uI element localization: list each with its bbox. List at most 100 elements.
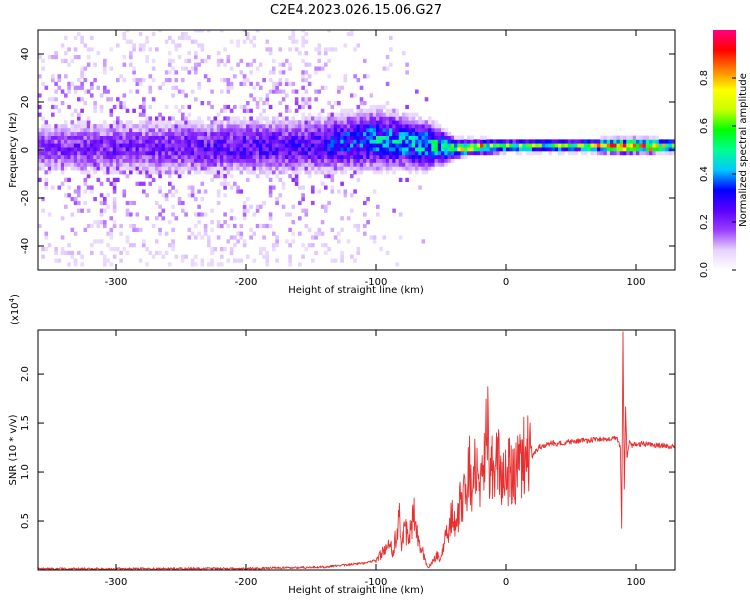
spectrogram-cell — [184, 35, 188, 40]
spectrogram-cell — [382, 135, 387, 140]
spectrogram-cell — [99, 250, 104, 255]
spectrogram-cell — [197, 143, 201, 148]
spectrogram-cell — [184, 254, 188, 259]
spectrogram-cell — [314, 127, 318, 133]
spectrogram-cell — [389, 116, 393, 121]
spectrogram-cell — [314, 120, 318, 125]
spectrogram-cell — [252, 120, 257, 125]
spectrogram-cell — [242, 154, 247, 159]
spectrogram-cell — [164, 131, 169, 136]
spectrogram-cell — [519, 143, 523, 148]
spectrogram-cell — [473, 151, 478, 156]
spectrogram-cell — [138, 127, 143, 133]
spectrogram-cell — [346, 143, 351, 148]
spectrogram-cell — [645, 139, 650, 144]
spectrogram-cell — [103, 258, 107, 263]
spectrogram-cell — [408, 116, 413, 121]
spectrogram-cell — [411, 124, 416, 129]
spectrogram-cell — [376, 143, 380, 148]
spectrogram-cell — [210, 208, 214, 213]
spectrogram-cell — [363, 147, 367, 152]
spectrogram-cell — [330, 135, 335, 140]
spectrogram-cell — [41, 154, 45, 159]
spectrogram-cell — [275, 127, 279, 133]
spectrogram-cell — [220, 89, 224, 94]
spectrogram-cell — [246, 170, 250, 175]
spectrogram-cell — [259, 147, 263, 152]
spectrogram-cell — [418, 143, 422, 148]
spectrogram-cell — [197, 135, 201, 140]
spectrogram-cell — [610, 147, 614, 152]
spectrogram-cell — [203, 158, 208, 163]
spectrogram-cell — [525, 143, 530, 148]
spectrogram-cell — [181, 131, 185, 136]
spectrogram-cell — [489, 147, 494, 152]
spectrogram-cell — [363, 231, 367, 236]
spectrogram-cell — [145, 135, 149, 140]
spectrogram-cell — [496, 143, 500, 148]
spectrogram-cell — [174, 162, 179, 167]
spectrogram-cell — [44, 127, 49, 133]
spectrogram-cell — [168, 262, 172, 267]
spectrogram-cell — [519, 151, 523, 156]
spectrogram-cell — [246, 127, 250, 133]
spectrogram-cell — [671, 147, 675, 152]
spectrogram-cell — [145, 151, 149, 156]
spectrogram-cell — [70, 147, 75, 152]
spectrogram-cell — [327, 120, 331, 125]
spectrogram-cell — [252, 143, 257, 148]
spectrogram-cell — [291, 127, 296, 133]
spectrogram-cell — [213, 151, 218, 156]
spectrogram-cell — [210, 227, 214, 232]
spectrogram-cell — [142, 162, 146, 167]
spectrogram-cell — [132, 127, 136, 133]
spectrogram-cell — [171, 131, 175, 136]
spectrogram-cell — [80, 120, 84, 125]
spectrogram-cell — [80, 262, 84, 267]
spectrogram-cell — [174, 189, 179, 194]
spectrogram-cell — [174, 120, 179, 125]
spectrogram-cell — [194, 151, 198, 156]
spectrogram-cell — [64, 93, 68, 98]
spectrogram-cell — [327, 154, 331, 159]
spectrogram-cell — [151, 254, 156, 259]
spectrogram-cell — [233, 124, 237, 129]
spectrogram-cell — [187, 51, 192, 56]
spectrogram-cell — [304, 151, 309, 156]
spectrogram-cell — [129, 162, 133, 167]
spectrogram-cell — [207, 235, 211, 240]
spectrogram-cell — [54, 124, 58, 129]
spectrogram-cell — [223, 116, 227, 121]
spectrogram-cell — [337, 166, 341, 171]
spectrogram-cell — [190, 158, 195, 163]
spectrogram-cell — [135, 89, 140, 94]
spectrogram-cell — [577, 147, 582, 152]
spectrogram-cell — [421, 154, 426, 159]
spectrogram-cell — [252, 35, 257, 40]
spectrogram-cell — [421, 124, 426, 129]
spectrogram-cell — [262, 235, 266, 240]
spectrogram-cell — [125, 239, 130, 244]
x-tick-label: -200 — [235, 577, 258, 588]
spectrogram-cell — [112, 154, 117, 159]
spectrogram-cell — [164, 135, 169, 140]
spectrogram-cell — [278, 89, 283, 94]
spectrogram-cell — [86, 170, 91, 175]
spectrogram-cell — [187, 135, 192, 140]
spectrogram-cell — [190, 193, 195, 198]
spectrogram-cell — [512, 143, 517, 148]
spectrogram-cell — [161, 151, 166, 156]
spectrogram-cell — [80, 170, 84, 175]
spectrogram-cell — [181, 139, 185, 144]
spectrogram-cell — [77, 120, 81, 125]
spectrogram-cell — [304, 131, 309, 136]
spectrogram-cell — [441, 147, 445, 152]
spectrogram-cell — [216, 112, 221, 117]
spectrogram-cell — [567, 151, 572, 156]
spectrogram-cell — [64, 120, 68, 125]
spectrogram-cell — [181, 200, 185, 206]
spectrogram-cell — [265, 101, 270, 106]
spectrogram-cell — [236, 166, 240, 171]
spectrogram-cell — [246, 101, 250, 106]
spectrogram-cell — [151, 223, 156, 229]
